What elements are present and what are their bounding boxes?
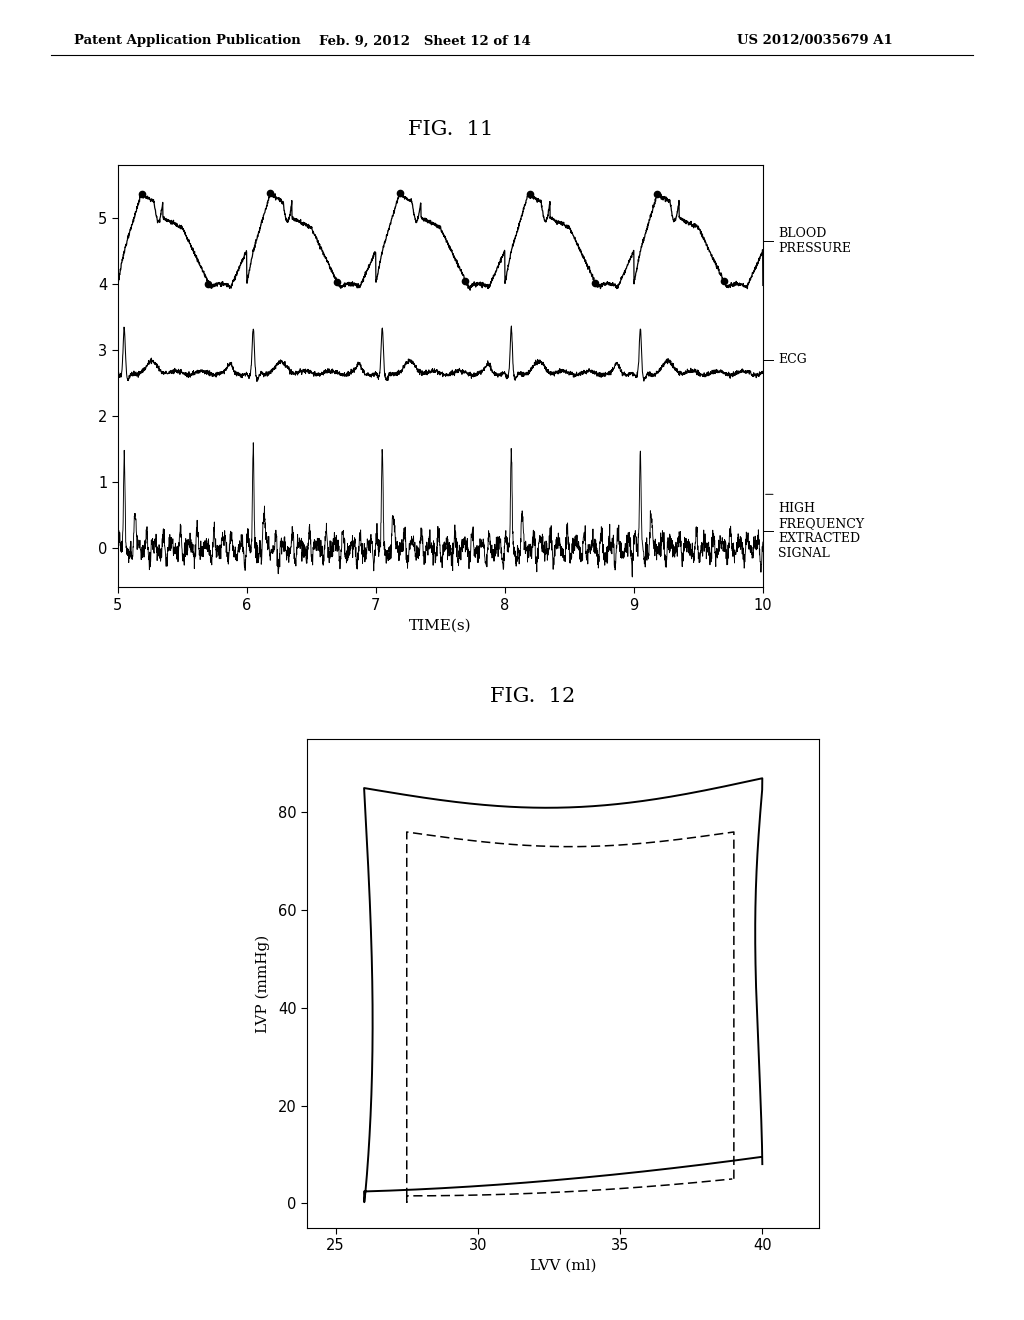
Y-axis label: LVP (mmHg): LVP (mmHg) xyxy=(255,935,269,1032)
Text: FIG.  11: FIG. 11 xyxy=(408,120,494,139)
Text: Feb. 9, 2012   Sheet 12 of 14: Feb. 9, 2012 Sheet 12 of 14 xyxy=(319,34,530,48)
Text: ECG: ECG xyxy=(778,354,807,366)
Text: Patent Application Publication: Patent Application Publication xyxy=(74,34,300,48)
Text: BLOOD
PRESSURE: BLOOD PRESSURE xyxy=(778,227,851,255)
X-axis label: LVV (ml): LVV (ml) xyxy=(530,1258,596,1272)
Text: FIG.  12: FIG. 12 xyxy=(489,688,575,706)
Text: HIGH
FREQUENCY
EXTRACTED
SIGNAL: HIGH FREQUENCY EXTRACTED SIGNAL xyxy=(778,503,864,560)
X-axis label: TIME(s): TIME(s) xyxy=(409,618,472,632)
Text: US 2012/0035679 A1: US 2012/0035679 A1 xyxy=(737,34,893,48)
